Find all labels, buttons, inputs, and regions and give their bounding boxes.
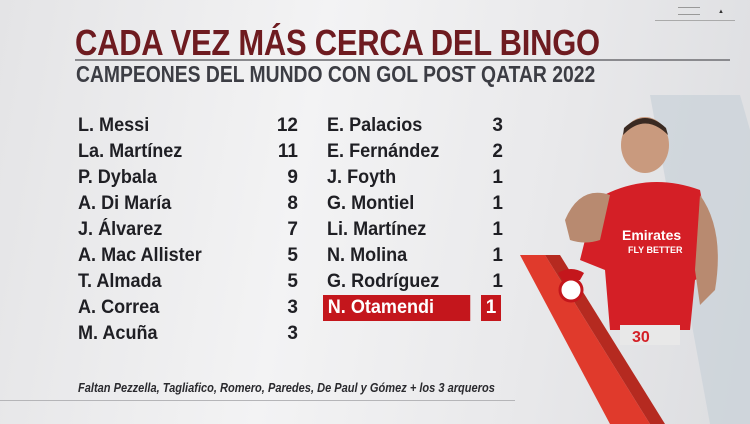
player-row: Li. Martínez 1 [327, 217, 527, 243]
subtitle: CAMPEONES DEL MUNDO CON GOL POST QATAR 2… [76, 61, 596, 87]
goal-count: 3 [287, 323, 298, 344]
goal-count: 3 [492, 115, 503, 136]
player-name: A. Correa [78, 297, 160, 318]
goal-count: 7 [287, 219, 298, 240]
player-row: N. Otamendi 1 [323, 295, 527, 321]
player-row: A. Di María 8 [78, 191, 298, 217]
svg-text:Emirates: Emirates [622, 227, 681, 243]
player-name: J. Foyth [327, 167, 397, 188]
player-name: E. Fernández [327, 141, 440, 162]
player-row: A. Mac Allister 5 [78, 243, 298, 269]
player-row: A. Correa 3 [78, 295, 298, 321]
player-row: E. Fernández 2 [327, 139, 527, 165]
goal-count: 5 [287, 271, 298, 292]
goal-count: 1 [492, 245, 503, 266]
player-name: A. Mac Allister [78, 245, 202, 266]
title-divider [75, 59, 730, 61]
goal-count: 12 [276, 115, 298, 136]
goal-count: 1 [492, 219, 503, 240]
goal-count: 8 [287, 193, 298, 214]
goal-count: 11 [277, 141, 298, 162]
player-row: La. Martínez 11 [78, 139, 298, 165]
player-graphic: Emirates FLY BETTER 30 [520, 95, 750, 424]
player-photo: Emirates FLY BETTER 30 [565, 117, 718, 346]
goal-count: 2 [492, 141, 503, 162]
goal-count: 1 [492, 271, 503, 292]
svg-text:30: 30 [632, 329, 650, 346]
player-row: E. Palacios 3 [327, 113, 527, 139]
player-row: N. Molina 1 [327, 243, 527, 269]
goal-count: 3 [287, 297, 298, 318]
player-row: L. Messi 12 [78, 113, 298, 139]
player-name: J. Álvarez [78, 219, 163, 240]
red-stripe [520, 255, 650, 424]
goal-count: 5 [287, 245, 298, 266]
player-row: P. Dybala 9 [78, 165, 298, 191]
player-name: N. Otamendi [323, 295, 471, 321]
player-row: M. Acuña 3 [78, 321, 298, 347]
footer-divider [0, 400, 515, 401]
title: CADA VEZ MÁS CERCA DEL BINGO [75, 22, 600, 63]
svg-text:FLY BETTER: FLY BETTER [628, 245, 683, 255]
benfica-crest-icon [558, 269, 584, 303]
player-name: L. Messi [78, 115, 150, 136]
player-name: G. Rodríguez [327, 271, 440, 292]
player-name: T. Almada [78, 271, 162, 292]
player-name: G. Montiel [327, 193, 415, 214]
player-row: J. Álvarez 7 [78, 217, 298, 243]
goal-count: 1 [492, 167, 503, 188]
player-name: E. Palacios [327, 115, 423, 136]
goal-count: 1 [492, 193, 503, 214]
player-name: M. Acuña [78, 323, 158, 344]
player-row: J. Foyth 1 [327, 165, 527, 191]
player-name: P. Dybala [78, 167, 157, 188]
player-row: T. Almada 5 [78, 269, 298, 295]
player-name: Li. Martínez [327, 219, 427, 240]
player-name: N. Molina [327, 245, 408, 266]
goal-count: 1 [481, 295, 501, 321]
footer-note: Faltan Pezzella, Tagliafico, Romero, Par… [78, 380, 495, 395]
player-row: G. Rodríguez 1 [327, 269, 527, 295]
top-right-bug: ▲ [655, 5, 735, 21]
goal-count: 9 [287, 167, 298, 188]
player-row: G. Montiel 1 [327, 191, 527, 217]
player-name: La. Martínez [78, 141, 183, 162]
player-name: A. Di María [78, 193, 172, 214]
